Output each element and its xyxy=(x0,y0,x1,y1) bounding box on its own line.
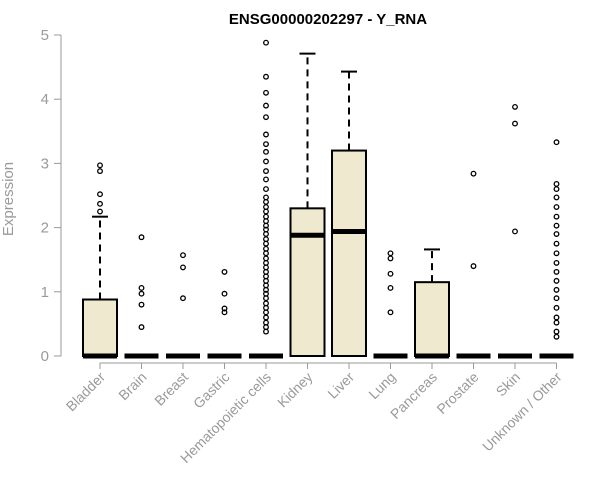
outlier-point xyxy=(221,305,228,312)
outlier-point xyxy=(553,240,560,247)
outlier-point xyxy=(553,204,560,211)
outlier-point xyxy=(263,141,269,148)
outlier-point xyxy=(221,268,228,275)
outlier-point xyxy=(138,290,145,297)
outlier-point xyxy=(138,324,145,331)
outlier-point xyxy=(387,250,394,257)
outlier-point xyxy=(553,259,560,266)
outlier-point xyxy=(263,148,269,155)
outlier-point xyxy=(512,120,518,127)
y-axis-label: Expression xyxy=(0,162,17,236)
outlier-point xyxy=(553,333,560,340)
box xyxy=(82,298,118,357)
outlier-point xyxy=(263,194,269,201)
outlier-point xyxy=(470,170,477,177)
x-tick-label: Bladder xyxy=(63,369,109,415)
outlier-point xyxy=(263,158,269,165)
outlier-point xyxy=(138,301,145,308)
outlier-point xyxy=(263,226,269,233)
outlier-point xyxy=(97,162,103,169)
outlier-point xyxy=(553,250,560,257)
outlier-point xyxy=(553,186,560,193)
y-tick-label: 4 xyxy=(41,91,49,108)
y-tick-label: 2 xyxy=(41,220,49,237)
x-tick-label: Kidney xyxy=(274,369,316,411)
outlier-point xyxy=(512,103,518,110)
outlier-point xyxy=(553,328,560,335)
x-tick-label: Breast xyxy=(151,369,191,409)
y-tick-label: 3 xyxy=(41,155,49,172)
outlier-point xyxy=(387,309,394,316)
outlier-point xyxy=(553,231,560,237)
outlier-point xyxy=(553,295,560,302)
outlier-point xyxy=(263,186,269,193)
outlier-point xyxy=(263,114,269,121)
outlier-point xyxy=(387,255,394,262)
outlier-point xyxy=(221,309,228,316)
outlier-point xyxy=(553,286,560,293)
outlier-point xyxy=(263,89,269,96)
outlier-point xyxy=(263,73,269,80)
x-tick-label: Brain xyxy=(115,369,149,403)
x-tick-label: Prostate xyxy=(433,369,481,417)
y-tick-label: 0 xyxy=(41,348,49,365)
outlier-point xyxy=(180,295,186,302)
outlier-point xyxy=(221,290,228,297)
box xyxy=(331,149,367,357)
chart-title: ENSG00000202297 - Y_RNA xyxy=(229,11,427,28)
outlier-point xyxy=(263,290,269,297)
outlier-point xyxy=(553,222,560,229)
x-tick-label: Skin xyxy=(493,369,524,400)
outlier-point xyxy=(263,314,269,321)
outlier-point xyxy=(97,208,103,215)
outlier-point xyxy=(263,102,269,109)
outlier-point xyxy=(553,194,560,201)
outlier-point xyxy=(138,284,145,291)
x-tick-label: Liver xyxy=(324,369,357,402)
box xyxy=(289,207,326,357)
outlier-point xyxy=(387,284,394,291)
outlier-point xyxy=(470,263,477,270)
outlier-point xyxy=(387,270,394,277)
outlier-point xyxy=(553,314,560,321)
outlier-point xyxy=(553,213,560,220)
x-tick-label: Lung xyxy=(365,369,398,402)
outlier-point xyxy=(97,191,103,198)
outlier-point xyxy=(553,304,560,311)
outlier-point xyxy=(263,176,269,183)
outlier-point xyxy=(263,39,269,46)
outlier-point xyxy=(553,277,560,284)
y-tick-label: 5 xyxy=(41,27,49,44)
outlier-point xyxy=(180,264,186,271)
outlier-point xyxy=(180,252,186,259)
outlier-point xyxy=(97,200,103,207)
x-tick-label: Unknown / Other xyxy=(479,369,565,455)
outlier-point xyxy=(553,268,560,275)
outlier-point xyxy=(138,234,145,241)
outlier-point xyxy=(553,139,560,146)
outlier-point xyxy=(263,131,269,138)
outlier-point xyxy=(97,168,103,175)
outlier-point xyxy=(512,228,518,235)
outlier-point xyxy=(553,180,560,187)
outlier-point xyxy=(263,168,269,175)
box xyxy=(414,281,450,358)
outlier-point xyxy=(553,319,560,326)
y-tick-label: 1 xyxy=(41,284,49,301)
